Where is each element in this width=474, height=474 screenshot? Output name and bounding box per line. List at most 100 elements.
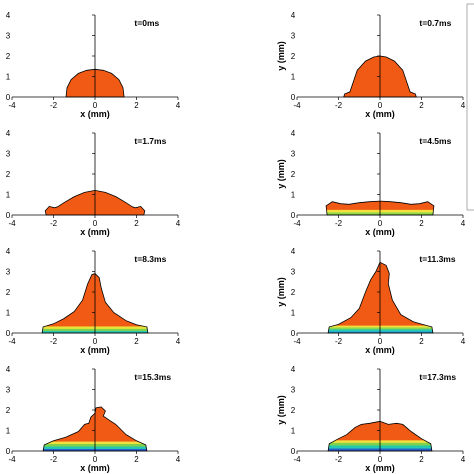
panel-6: -4 -2 0 2 4 0 1 2 3 4 x (mm) y (mm) t=11.3ms <box>276 247 466 355</box>
x-tick-label: 0 <box>93 219 98 228</box>
x-axis-label: x (mm) <box>80 227 110 237</box>
droplet-outline <box>42 406 148 452</box>
x-tick-label: -4 <box>293 101 301 110</box>
y-tick-label: 0 <box>291 93 296 102</box>
y-tick-label: 2 <box>291 170 296 179</box>
panel-7: -4 -2 0 2 4 0 1 2 3 4 x (mm) t=15.3ms <box>6 365 181 473</box>
droplet-outline <box>41 273 149 334</box>
x-tick-label: 4 <box>461 219 466 228</box>
panel-8: -4 -2 0 2 4 0 1 2 3 4 x (mm) y (mm) t=17.3ms <box>276 365 466 473</box>
colorbar-frame <box>466 3 474 211</box>
y-tick-label: 2 <box>291 406 296 415</box>
y-axis-label: y (mm) <box>276 395 286 425</box>
x-axis-label: x (mm) <box>365 227 395 237</box>
x-tick-label: -2 <box>335 337 343 346</box>
time-label: t=4.5ms <box>419 136 451 146</box>
x-tick-label: 4 <box>461 337 466 346</box>
y-tick-label: 3 <box>6 32 11 41</box>
x-tick-label: 2 <box>419 455 424 464</box>
x-tick-label: 4 <box>461 101 466 110</box>
x-tick-label: -4 <box>293 337 301 346</box>
droplet-outline <box>325 200 435 216</box>
x-tick-label: -2 <box>50 101 58 110</box>
time-label: t=0.7ms <box>419 18 451 28</box>
y-tick-label: 1 <box>6 427 11 436</box>
droplet-outline <box>327 420 433 452</box>
time-label: t=11.3ms <box>419 254 455 264</box>
x-tick-label: -2 <box>335 455 343 464</box>
x-tick-label: 4 <box>176 455 181 464</box>
y-tick-label: 3 <box>6 386 11 395</box>
x-tick-label: -2 <box>50 337 58 346</box>
panel-4: -4 -2 0 2 4 0 1 2 3 4 x (mm) y (mm) t=4.5ms <box>276 129 466 237</box>
x-tick-label: 0 <box>378 337 383 346</box>
concentration-band <box>328 331 433 333</box>
x-tick-label: 0 <box>93 101 98 110</box>
x-tick-label: -4 <box>293 455 301 464</box>
y-axis-label: y (mm) <box>276 277 286 307</box>
x-tick-label: 2 <box>134 219 139 228</box>
y-tick-label: 4 <box>291 129 296 138</box>
x-tick-label: -4 <box>293 219 301 228</box>
y-tick-label: 2 <box>291 288 296 297</box>
x-tick-label: 2 <box>134 101 139 110</box>
x-tick-label: -2 <box>50 455 58 464</box>
y-tick-label: 1 <box>291 73 296 82</box>
x-axis-label: x (mm) <box>80 345 110 355</box>
x-tick-label: 4 <box>176 219 181 228</box>
time-label: t=1.7ms <box>134 136 166 146</box>
y-tick-label: 3 <box>6 268 11 277</box>
x-tick-label: -2 <box>335 219 343 228</box>
y-tick-label: 0 <box>291 211 296 220</box>
x-axis-label: x (mm) <box>80 109 110 119</box>
y-tick-label: 2 <box>6 170 11 179</box>
y-tick-label: 3 <box>291 150 296 159</box>
y-tick-label: 3 <box>291 268 296 277</box>
y-tick-label: 4 <box>291 365 296 374</box>
x-tick-label: -2 <box>50 219 58 228</box>
panel-2: -4 -2 0 2 4 0 1 2 3 4 x (mm) y (mm) t=0.7ms <box>276 11 466 119</box>
y-tick-label: 0 <box>6 447 11 456</box>
x-tick-label: 0 <box>378 101 383 110</box>
time-label: t=8.3ms <box>134 254 166 264</box>
y-tick-label: 2 <box>6 406 11 415</box>
y-tick-label: 4 <box>6 247 11 256</box>
y-axis-label: y (mm) <box>276 41 286 71</box>
y-tick-label: 0 <box>6 93 11 102</box>
y-tick-label: 2 <box>6 288 11 297</box>
x-tick-label: 2 <box>419 101 424 110</box>
y-tick-label: 3 <box>291 386 296 395</box>
concentration-band <box>328 329 433 333</box>
x-tick-label: 2 <box>134 455 139 464</box>
x-tick-label: -4 <box>8 101 16 110</box>
droplet-fill <box>328 262 433 333</box>
y-tick-label: 0 <box>6 329 11 338</box>
y-tick-label: 0 <box>291 447 296 456</box>
x-axis-label: x (mm) <box>365 109 395 119</box>
time-label: t=0ms <box>134 18 159 28</box>
y-axis-label: y (mm) <box>276 159 286 189</box>
y-tick-label: 1 <box>6 309 11 318</box>
y-tick-label: 1 <box>6 73 11 82</box>
x-tick-label: 0 <box>93 337 98 346</box>
panel-1: -4 -2 0 2 4 0 1 2 3 4 x (mm) t=0ms <box>6 11 181 119</box>
time-label: t=15.3ms <box>134 372 171 382</box>
y-tick-label: 3 <box>291 32 296 41</box>
panel-3: -4 -2 0 2 4 0 1 2 3 4 x (mm) t=1.7ms <box>6 129 181 237</box>
x-tick-label: 2 <box>134 337 139 346</box>
droplet-outline <box>327 261 434 334</box>
y-tick-label: 1 <box>291 191 296 200</box>
y-tick-label: 1 <box>291 427 296 436</box>
y-tick-label: 0 <box>291 329 296 338</box>
x-tick-label: -4 <box>8 219 16 228</box>
y-tick-label: 4 <box>6 365 11 374</box>
x-axis-label: x (mm) <box>80 463 110 473</box>
x-tick-label: 0 <box>93 455 98 464</box>
y-tick-label: 4 <box>6 11 11 20</box>
x-tick-label: 0 <box>378 219 383 228</box>
x-tick-label: 0 <box>378 455 383 464</box>
y-tick-label: 4 <box>291 11 296 20</box>
droplet-outline <box>65 68 125 98</box>
x-tick-label: 4 <box>176 337 181 346</box>
